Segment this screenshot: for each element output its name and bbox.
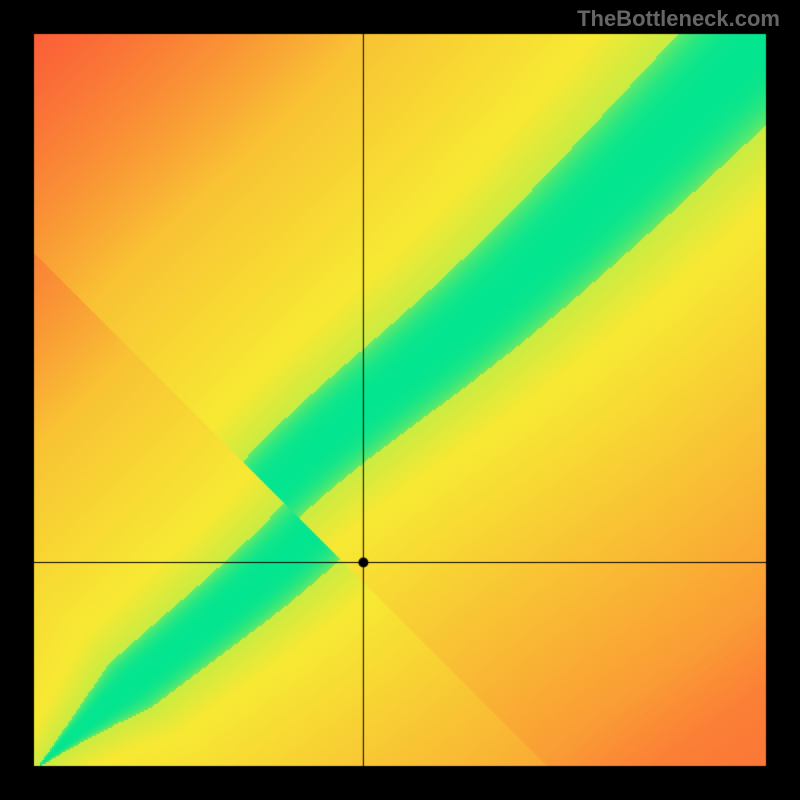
bottleneck-chart-container: TheBottleneck.com <box>0 0 800 800</box>
heatmap-canvas <box>0 0 800 800</box>
watermark-text: TheBottleneck.com <box>577 6 780 32</box>
